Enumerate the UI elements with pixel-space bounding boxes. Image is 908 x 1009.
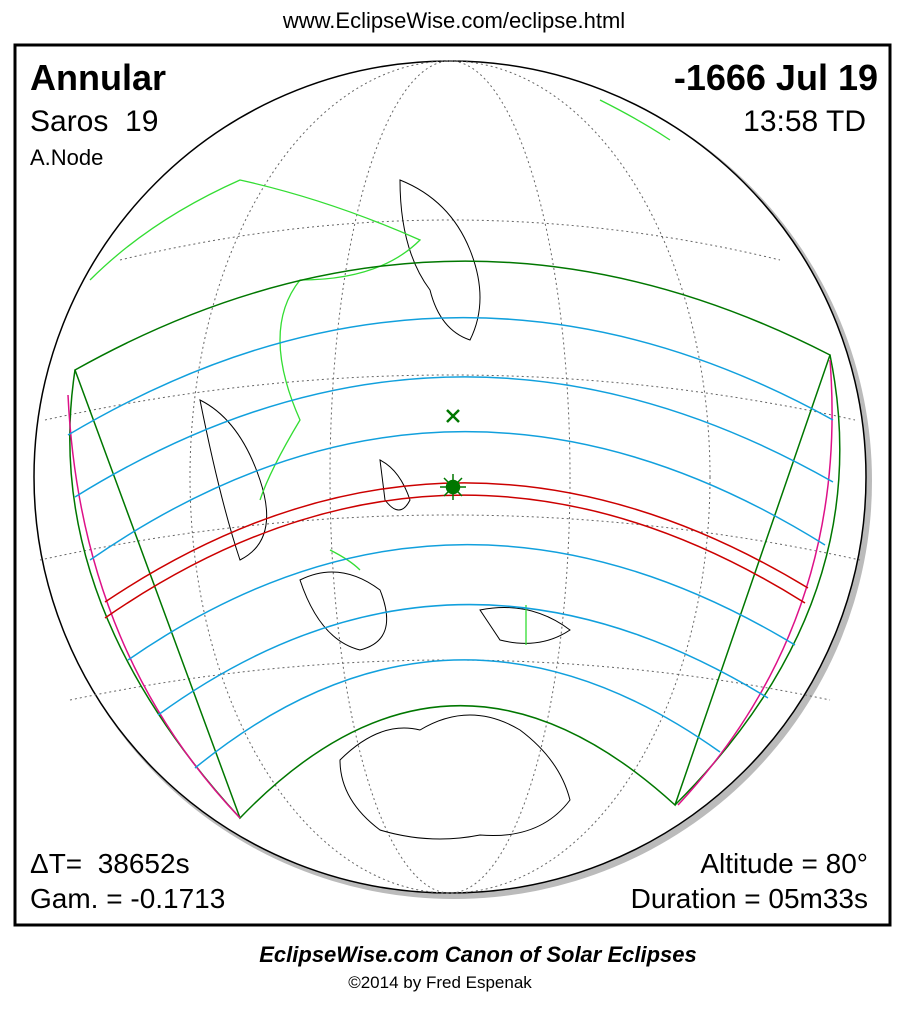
coastlines: [199, 179, 571, 840]
gamma: Gam. = -0.1713: [30, 883, 225, 914]
borders: [89, 99, 671, 645]
graticule: [39, 60, 861, 894]
node: A.Node: [30, 145, 103, 170]
time: 13:58 TD: [743, 105, 866, 138]
duration: Duration = 05m33s: [631, 883, 868, 914]
date: -1666 Jul 19: [674, 57, 878, 98]
globe: [33, 60, 872, 899]
markers: [440, 409, 466, 500]
url: www.EclipseWise.com/eclipse.html: [282, 8, 625, 33]
eclipse-type: Annular: [30, 57, 166, 98]
copyright: ©2014 by Fred Espenak: [348, 973, 532, 992]
delta-t: ΔT= 38652s: [30, 848, 190, 879]
saros: Saros 19: [30, 105, 158, 138]
globe-disc: [33, 60, 867, 894]
altitude: Altitude = 80°: [700, 848, 868, 879]
greatest-eclipse-mark: [446, 409, 460, 423]
footer-title: EclipseWise.com Canon of Solar Eclipses: [259, 942, 697, 967]
